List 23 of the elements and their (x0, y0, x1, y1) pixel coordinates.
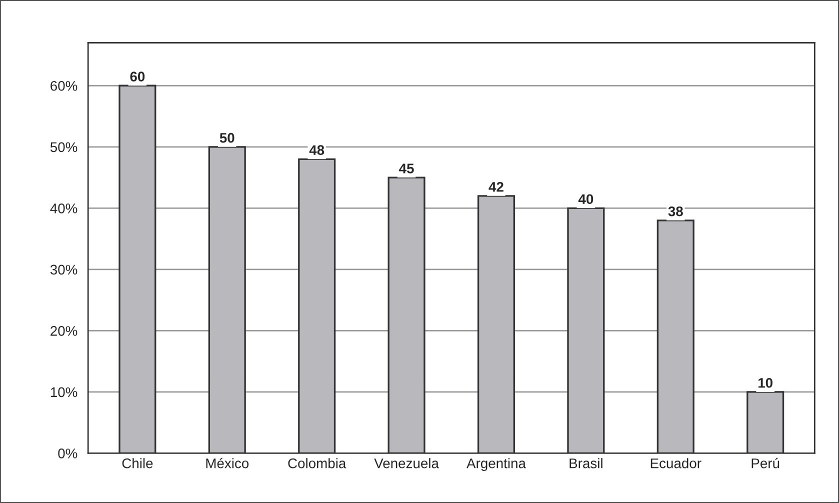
data-label: 40 (578, 194, 594, 204)
data-label: 42 (488, 182, 504, 192)
data-label: 60 (130, 72, 145, 82)
y-tick-label: 0% (58, 448, 78, 458)
data-label: 48 (309, 145, 324, 156)
y-tick-label: 30% (50, 264, 78, 275)
x-tick-label: Colombia (288, 458, 346, 468)
y-tick-label: 40% (50, 203, 78, 214)
data-label: 45 (399, 164, 414, 174)
x-tick-label: Ecuador (650, 458, 702, 468)
x-tick-label: Brasil (570, 458, 602, 468)
y-tick-label: 10% (50, 387, 78, 398)
x-tick-label: Venezuela (374, 458, 439, 468)
y-tick-label: 50% (50, 142, 78, 152)
data-label: 38 (668, 206, 683, 216)
y-tick-label: 60% (50, 80, 78, 91)
data-label: 50 (220, 132, 234, 143)
data-label: 10 (758, 378, 772, 388)
x-tick-label: Argentina (466, 458, 526, 472)
y-tick-label: 20% (50, 326, 78, 336)
x-tick-label: Chile (122, 458, 153, 468)
x-tick-label: México (206, 458, 249, 468)
x-tick-label: Perú (752, 458, 780, 468)
